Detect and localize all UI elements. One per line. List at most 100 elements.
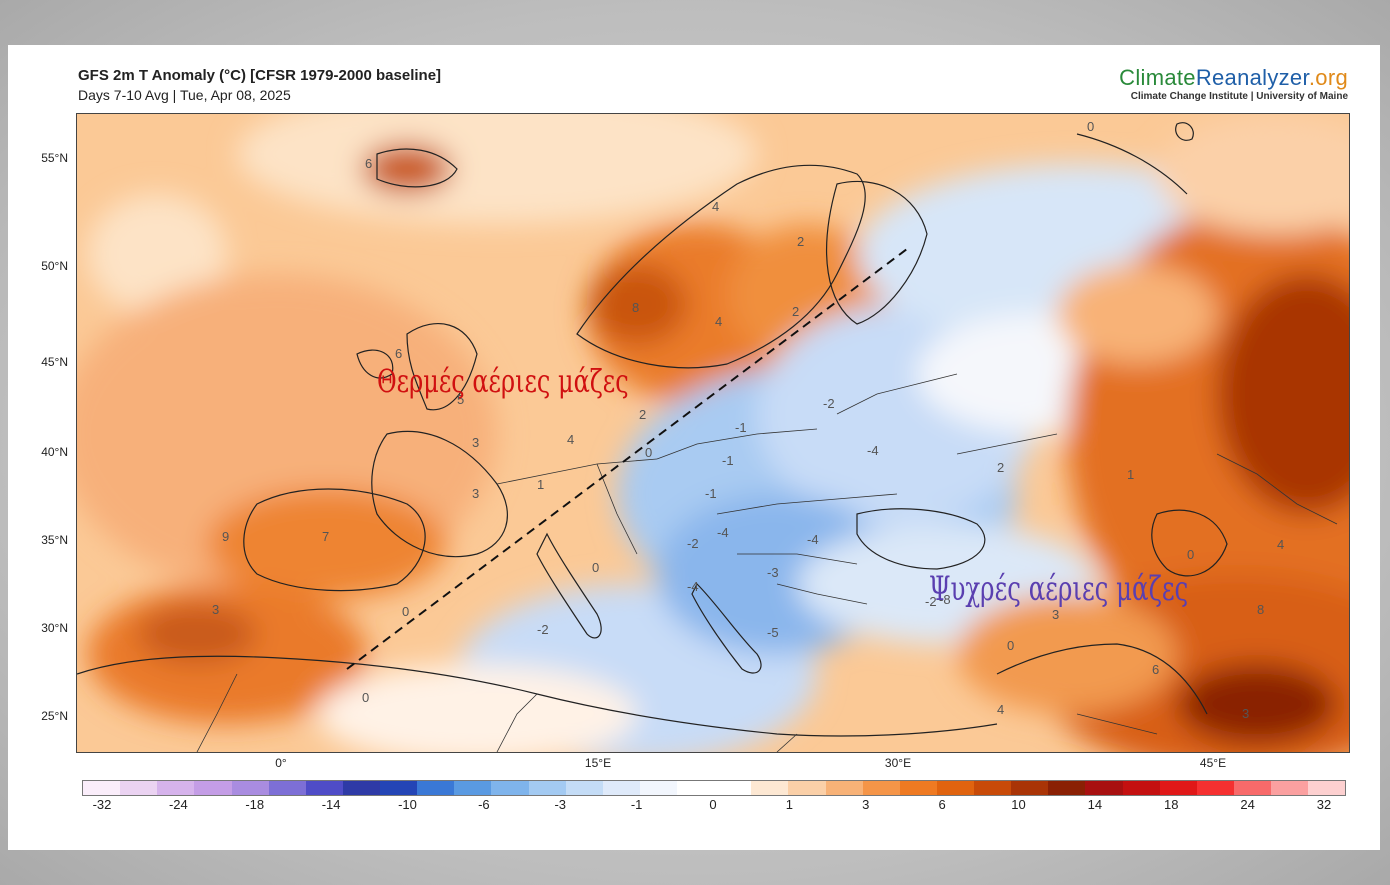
contour-label: 3 bbox=[472, 435, 479, 450]
legend-color-box bbox=[231, 781, 269, 795]
legend-tick-label: 24 bbox=[1240, 797, 1255, 812]
contour-label: -2 bbox=[687, 536, 699, 551]
lon-label-30e: 30°E bbox=[884, 756, 912, 770]
legend-tick-label: 14 bbox=[1087, 797, 1103, 812]
contour-label: 4 bbox=[712, 199, 719, 214]
contour-label: 0 bbox=[362, 690, 369, 705]
country-borders bbox=[196, 373, 1338, 752]
contour-label: 3 bbox=[1052, 607, 1059, 622]
contour-label: -3 bbox=[767, 565, 779, 580]
legend-color-box bbox=[714, 781, 752, 795]
anomaly-map[interactable]: 6 4 2 8 4 2 0 6 5 3 4 2 0 -1 -2 -1 -1 -2… bbox=[76, 113, 1350, 753]
lat-label-50: 50°N bbox=[41, 259, 68, 273]
legend-color-box bbox=[639, 781, 677, 795]
contour-label: 1 bbox=[1127, 467, 1134, 482]
legend-color-box bbox=[899, 781, 937, 795]
legend-tick-label: 32 bbox=[1316, 797, 1332, 812]
legend-color-box bbox=[677, 781, 715, 795]
map-title: GFS 2m T Anomaly (°C) [CFSR 1979-2000 ba… bbox=[78, 67, 442, 84]
contour-label: -4 bbox=[807, 532, 819, 547]
legend-tick-label: -10 bbox=[398, 797, 417, 812]
contour-label: -2 bbox=[537, 622, 549, 637]
lon-label-0: 0° bbox=[275, 756, 287, 770]
legend-color-box bbox=[305, 781, 343, 795]
contour-label: 0 bbox=[1007, 638, 1014, 653]
lon-label-45e: 45°E bbox=[1199, 756, 1227, 770]
contour-label: -8 bbox=[939, 592, 951, 607]
contour-label: -1 bbox=[735, 420, 747, 435]
legend-tick-label: 6 bbox=[938, 797, 946, 812]
figure-frame: GFS 2m T Anomaly (°C) [CFSR 1979-2000 ba… bbox=[8, 45, 1380, 850]
contour-label: 7 bbox=[322, 529, 329, 544]
legend-tick-label: -18 bbox=[245, 797, 265, 812]
contour-label: 8 bbox=[1257, 602, 1264, 617]
contour-label: 3 bbox=[212, 602, 219, 617]
legend-color-box bbox=[157, 781, 195, 795]
contour-label: -5 bbox=[767, 625, 779, 640]
contour-label: -1 bbox=[705, 486, 717, 501]
legend-color-box bbox=[565, 781, 603, 795]
legend-color-box bbox=[825, 781, 863, 795]
legend-color-box bbox=[936, 781, 974, 795]
legend-color-box bbox=[1122, 781, 1160, 795]
legend-tick-label: 0 bbox=[709, 797, 717, 812]
legend-color-box bbox=[788, 781, 826, 795]
contour-label: 2 bbox=[639, 407, 646, 422]
legend-tick-label: 1 bbox=[785, 797, 793, 812]
contour-label: -2 bbox=[925, 594, 937, 609]
contour-label: 9 bbox=[222, 529, 229, 544]
lat-label-35: 35°N bbox=[41, 533, 68, 547]
legend-tick-label: -1 bbox=[630, 797, 643, 812]
legend-color-box bbox=[751, 781, 789, 795]
legend-color-box bbox=[1085, 781, 1123, 795]
contour-label: 0 bbox=[645, 445, 652, 460]
legend-color-box bbox=[602, 781, 640, 795]
legend-color-box bbox=[528, 781, 566, 795]
contour-label: 2 bbox=[997, 460, 1004, 475]
contour-label: -1 bbox=[722, 453, 734, 468]
contour-label: 8 bbox=[632, 300, 639, 315]
lon-label-15e: 15°E bbox=[584, 756, 612, 770]
lat-label-45: 45°N bbox=[41, 355, 68, 369]
lat-label-55: 55°N bbox=[41, 151, 68, 165]
contour-label: 1 bbox=[537, 477, 544, 492]
airmass-boundary-line bbox=[346, 248, 908, 670]
legend-color-box bbox=[1233, 781, 1271, 795]
legend-tick-label: 18 bbox=[1164, 797, 1179, 812]
contour-labels: 6 4 2 8 4 2 0 6 5 3 4 2 0 -1 -2 -1 -1 -2… bbox=[212, 119, 1284, 721]
contour-label: 4 bbox=[1277, 537, 1284, 552]
contour-label: 3 bbox=[1242, 706, 1249, 721]
contour-label: 2 bbox=[792, 304, 799, 319]
legend-color-box bbox=[342, 781, 380, 795]
contour-label: -2 bbox=[823, 396, 835, 411]
contour-label: 6 bbox=[395, 346, 402, 361]
legend-color-box bbox=[974, 781, 1012, 795]
legend-color-box bbox=[83, 781, 121, 795]
legend-tick-label: -3 bbox=[554, 797, 567, 812]
brand-subtitle: Climate Change Institute | University of… bbox=[1130, 91, 1348, 102]
contour-label: 3 bbox=[472, 486, 479, 501]
legend-tick-label: 3 bbox=[862, 797, 870, 812]
legend-color-box bbox=[194, 781, 232, 795]
contour-label: 0 bbox=[402, 604, 409, 619]
contour-label: 6 bbox=[1152, 662, 1159, 677]
legend-color-box bbox=[380, 781, 418, 795]
contour-label: 0 bbox=[1087, 119, 1094, 134]
contour-label: -4 bbox=[867, 443, 879, 458]
contour-label: 0 bbox=[1187, 547, 1194, 562]
legend-color-box bbox=[1196, 781, 1234, 795]
legend-tick-label: -24 bbox=[168, 797, 188, 812]
brand-logo[interactable]: ClimateReanalyzer.org Climate Change Ins… bbox=[1119, 65, 1348, 102]
contour-label: 4 bbox=[715, 314, 722, 329]
map-subtitle: Days 7-10 Avg | Tue, Apr 08, 2025 bbox=[78, 87, 291, 103]
anomaly-map-svg: 6 4 2 8 4 2 0 6 5 3 4 2 0 -1 -2 -1 -1 -2… bbox=[77, 114, 1349, 752]
legend-color-box bbox=[1308, 781, 1346, 795]
lat-label-40: 40°N bbox=[41, 445, 68, 459]
brand-name: ClimateReanalyzer.org bbox=[1119, 65, 1348, 90]
legend-color-box bbox=[1159, 781, 1197, 795]
legend-color-box bbox=[268, 781, 306, 795]
color-scale-legend bbox=[82, 780, 1346, 796]
contour-label: -4 bbox=[717, 525, 729, 540]
legend-tick-label: -14 bbox=[321, 797, 341, 812]
contour-label: -4 bbox=[687, 579, 699, 594]
